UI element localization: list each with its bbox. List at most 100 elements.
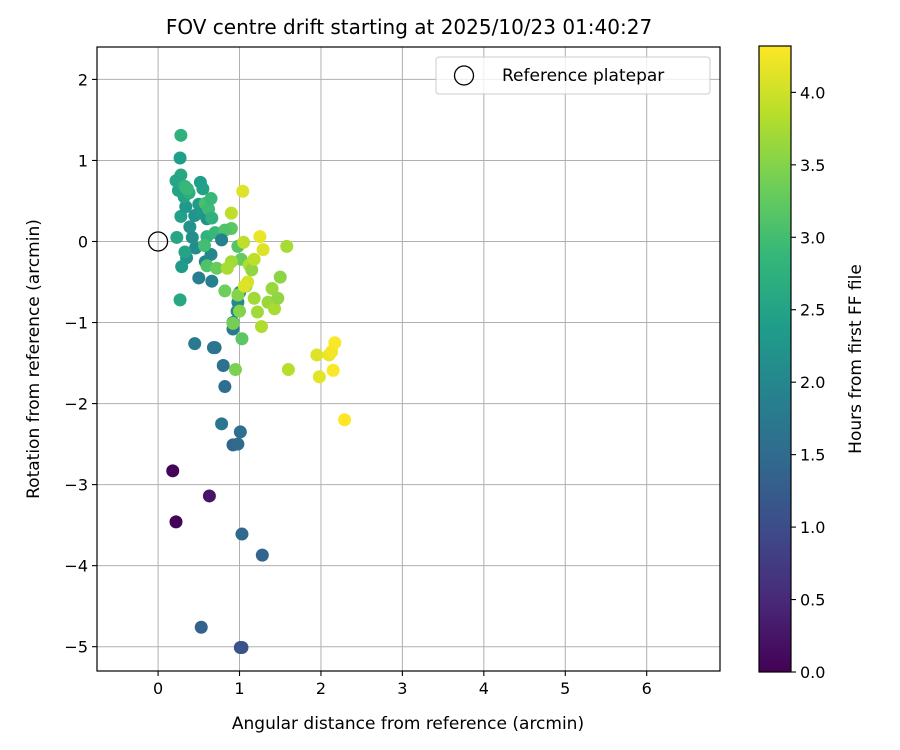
data-point xyxy=(204,247,218,261)
data-point xyxy=(226,316,240,330)
data-point xyxy=(185,230,199,244)
plot-frame xyxy=(96,46,721,672)
data-point xyxy=(220,261,234,275)
data-point xyxy=(180,182,194,196)
data-point xyxy=(233,304,247,318)
data-point xyxy=(174,209,188,223)
y-tick-label: 2 xyxy=(78,70,88,89)
y-tick-label: 1 xyxy=(78,151,88,170)
data-point xyxy=(215,233,229,247)
data-point xyxy=(179,200,193,214)
colorbar-tick-label: 3.0 xyxy=(800,228,825,247)
data-point xyxy=(173,151,187,165)
colorbar-tick-label: 0.5 xyxy=(800,591,825,610)
reference-platepar-marker xyxy=(147,231,169,252)
y-axis-ticks: 2 1 0 −1 −2 −3 −4 −5 xyxy=(64,70,97,657)
legend-box xyxy=(435,56,711,95)
data-point xyxy=(231,288,245,302)
data-point xyxy=(197,239,211,253)
data-point xyxy=(256,243,270,257)
data-point xyxy=(268,302,282,316)
data-point xyxy=(208,341,222,355)
data-point xyxy=(169,515,183,529)
data-point xyxy=(183,220,197,234)
data-point xyxy=(280,239,294,253)
colorbar: 0.0 0.5 1.0 1.5 2.0 2.5 3.0 3.5 4.0 Hours from f… xyxy=(758,45,866,682)
x-axis-label: Angular distance from reference (arcmin) xyxy=(232,714,584,734)
chart-title: FOV centre drift starting at 2025/10/23 … xyxy=(166,15,652,39)
data-point xyxy=(281,363,295,377)
legend-marker-icon xyxy=(453,65,475,86)
data-point xyxy=(200,259,214,273)
x-axis-ticks: 0 1 2 3 4 5 6 xyxy=(153,671,652,698)
x-tick-label: 3 xyxy=(397,679,407,698)
colorbar-tick-label: 1.5 xyxy=(800,446,825,465)
data-point xyxy=(245,263,259,277)
data-point xyxy=(310,348,324,362)
data-point xyxy=(236,184,250,198)
data-point xyxy=(188,337,202,351)
x-tick-label: 0 xyxy=(153,679,163,698)
data-point xyxy=(166,464,180,478)
y-tick-label: 0 xyxy=(78,232,88,251)
data-point xyxy=(210,261,224,275)
data-point xyxy=(218,284,232,298)
x-tick-label: 5 xyxy=(560,679,570,698)
x-tick-label: 4 xyxy=(479,679,489,698)
data-point xyxy=(205,274,219,288)
x-tick-label: 2 xyxy=(316,679,326,698)
data-point xyxy=(271,291,285,305)
data-point xyxy=(250,305,264,319)
data-point xyxy=(255,320,269,334)
data-point xyxy=(235,640,249,654)
data-point xyxy=(237,279,251,293)
data-point xyxy=(174,128,188,142)
data-point xyxy=(202,489,216,503)
data-point xyxy=(196,182,210,196)
data-point xyxy=(247,291,261,305)
data-point xyxy=(216,358,230,372)
data-point xyxy=(173,293,187,307)
data-point xyxy=(178,245,192,259)
colorbar-gradient xyxy=(758,45,792,673)
data-point xyxy=(273,270,287,284)
x-tick-label: 1 xyxy=(234,679,244,698)
legend-label: Reference platepar xyxy=(502,66,664,86)
data-point xyxy=(328,336,342,350)
data-point xyxy=(231,437,245,451)
data-point xyxy=(194,620,208,634)
data-point xyxy=(237,235,251,249)
data-point xyxy=(224,206,238,220)
data-point xyxy=(338,413,352,427)
y-tick-label: −4 xyxy=(64,557,88,576)
data-point xyxy=(265,281,279,295)
grid-lines xyxy=(97,47,720,671)
colorbar-ticks: 0.0 0.5 1.0 1.5 2.0 2.5 3.0 3.5 4.0 xyxy=(791,83,825,682)
colorbar-label: Hours from first FF file xyxy=(846,264,866,454)
y-tick-label: −5 xyxy=(64,638,88,657)
colorbar-tick-label: 1.0 xyxy=(800,518,825,537)
colorbar-tick-label: 2.5 xyxy=(800,301,825,320)
colorbar-tick-label: 0.0 xyxy=(800,663,825,682)
y-tick-label: −1 xyxy=(64,314,88,333)
data-point xyxy=(255,548,269,562)
colorbar-tick-label: 4.0 xyxy=(800,83,825,102)
data-point xyxy=(218,380,232,394)
y-tick-label: −3 xyxy=(64,476,88,495)
colorbar-tick-label: 3.5 xyxy=(800,156,825,175)
data-point xyxy=(170,230,184,244)
data-point xyxy=(253,230,267,244)
legend: Reference platepar xyxy=(435,56,711,95)
colorbar-tick-label: 2.0 xyxy=(800,373,825,392)
data-point xyxy=(326,363,340,377)
data-points xyxy=(166,128,352,654)
data-point xyxy=(247,252,261,266)
data-point xyxy=(192,271,206,285)
data-point xyxy=(312,370,326,384)
data-point xyxy=(205,211,219,225)
y-tick-label: −2 xyxy=(64,395,88,414)
data-point xyxy=(235,332,249,346)
data-point xyxy=(233,425,247,439)
x-tick-label: 6 xyxy=(642,679,652,698)
